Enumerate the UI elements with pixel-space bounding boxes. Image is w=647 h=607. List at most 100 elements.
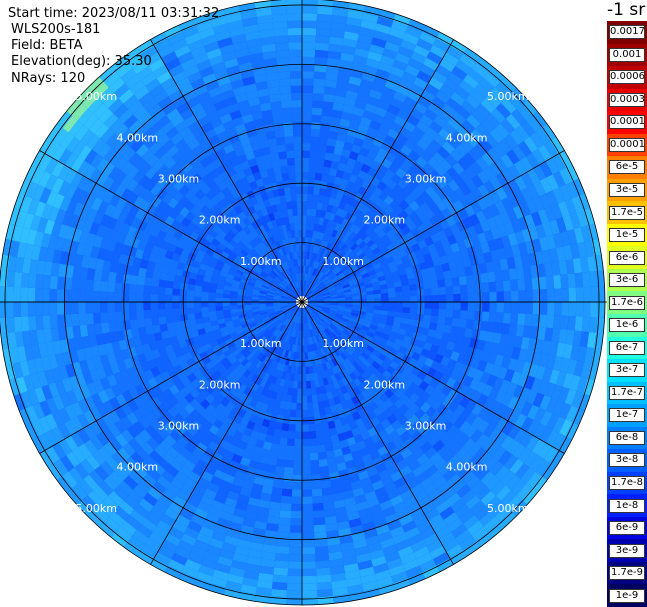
range-gate-cell: [250, 452, 261, 463]
range-gate-cell: [307, 292, 314, 298]
range-gate-cell: [164, 215, 175, 227]
range-gate-cell: [306, 266, 310, 274]
range-gate-cell: [152, 207, 163, 220]
range-gate-cell: [371, 479, 385, 491]
range-gate-cell: [504, 368, 515, 383]
range-gate-cell: [210, 388, 220, 399]
range-gate-cell: [348, 214, 358, 224]
range-gate-cell: [277, 313, 285, 319]
range-gate-cell: [109, 362, 121, 375]
range-gate-cell: [240, 248, 249, 257]
range-gate-cell: [200, 184, 212, 195]
range-gate-cell: [324, 369, 331, 378]
range-gate-cell: [21, 272, 30, 288]
range-gate-cell: [73, 254, 84, 268]
range-gate-cell: [425, 259, 435, 269]
range-gate-cell: [233, 430, 244, 441]
range-gate-cell: [281, 172, 290, 181]
range-gate-cell: [243, 167, 253, 177]
range-gate-cell: [326, 315, 335, 321]
range-gate-cell: [289, 532, 302, 541]
range-gate-cell: [226, 324, 235, 331]
range-gate-cell: [374, 216, 384, 226]
range-gate-cell: [315, 430, 324, 439]
range-gate-cell: [35, 288, 43, 302]
range-gate-cell: [259, 241, 267, 250]
range-gate-cell: [216, 130, 229, 142]
range-gate-cell: [308, 295, 316, 300]
range-gate-cell: [194, 340, 204, 349]
range-gate-cell: [259, 290, 268, 295]
range-gate-cell: [304, 251, 308, 259]
range-gate-cell: [331, 321, 339, 328]
range-gate-cell: [219, 82, 233, 94]
range-gate-cell: [79, 267, 89, 280]
range-gate-cell: [278, 332, 284, 340]
range-gate-cell: [318, 407, 326, 417]
range-gate-cell: [89, 368, 100, 383]
range-gate-cell: [306, 273, 310, 282]
range-gate-cell: [588, 317, 598, 333]
range-gate-cell: [365, 217, 375, 227]
range-gate-cell: [388, 430, 400, 442]
range-gate-cell: [311, 260, 316, 268]
range-gate-cell: [302, 503, 313, 512]
range-gate-cell: [376, 326, 385, 334]
range-gate-cell: [225, 126, 238, 138]
range-gate-cell: [442, 195, 454, 208]
range-gate-cell: [377, 275, 386, 282]
range-gate-cell: [343, 288, 352, 294]
range-gate-cell: [306, 208, 312, 216]
range-gate-cell: [274, 42, 289, 51]
range-gate-cell: [232, 85, 246, 97]
range-gate-cell: [276, 538, 290, 547]
range-gate-cell: [242, 76, 256, 86]
range-gate-cell: [350, 312, 359, 317]
range-gate-cell: [207, 441, 220, 452]
range-gate-cell: [315, 307, 323, 311]
range-gate-cell: [216, 106, 230, 118]
range-gate-cell: [359, 328, 368, 335]
range-gate-cell: [171, 252, 181, 262]
range-gate-cell: [369, 221, 379, 231]
range-gate-cell: [316, 437, 325, 446]
range-gate-cell: [460, 293, 468, 302]
range-gate-cell: [170, 357, 180, 368]
range-gate-cell: [304, 316, 307, 324]
range-gate-cell: [217, 279, 226, 286]
range-gate-cell: [276, 57, 290, 66]
range-gate-cell: [338, 370, 346, 380]
range-gate-cell: [232, 235, 241, 245]
range-gate-cell: [184, 477, 198, 490]
range-gate-cell: [391, 173, 402, 185]
range-gate-cell: [309, 283, 315, 291]
range-gate-cell: [289, 328, 294, 337]
range-gate-cell: [203, 104, 217, 116]
range-gate-cell: [290, 292, 297, 298]
range-gate-cell: [448, 333, 458, 344]
range-gate-cell: [334, 231, 342, 240]
range-gate-cell: [137, 239, 148, 251]
range-gate-cell: [338, 224, 346, 234]
range-gate-cell: [206, 179, 218, 190]
range-gate-cell: [136, 310, 145, 320]
range-gate-cell: [512, 384, 525, 399]
range-gate-cell: [209, 315, 218, 322]
range-gate-cell: [295, 244, 300, 252]
range-gate-cell: [307, 274, 311, 282]
range-gate-cell: [194, 189, 206, 200]
range-gate-cell: [256, 352, 264, 361]
range-gate-cell: [205, 265, 215, 274]
range-gate-cell: [309, 438, 318, 447]
range-gate-cell: [242, 369, 252, 378]
range-gate-cell: [321, 288, 329, 294]
range-gate-cell: [261, 259, 269, 267]
range-gate-cell: [364, 226, 374, 236]
range-gate-cell: [313, 343, 318, 351]
range-gate-cell: [368, 89, 383, 100]
range-gate-cell: [156, 415, 168, 428]
range-gate-cell: [141, 380, 153, 393]
range-gate-cell: [174, 327, 184, 336]
range-gate-cell: [337, 354, 345, 363]
range-gate-cell: [330, 303, 339, 306]
